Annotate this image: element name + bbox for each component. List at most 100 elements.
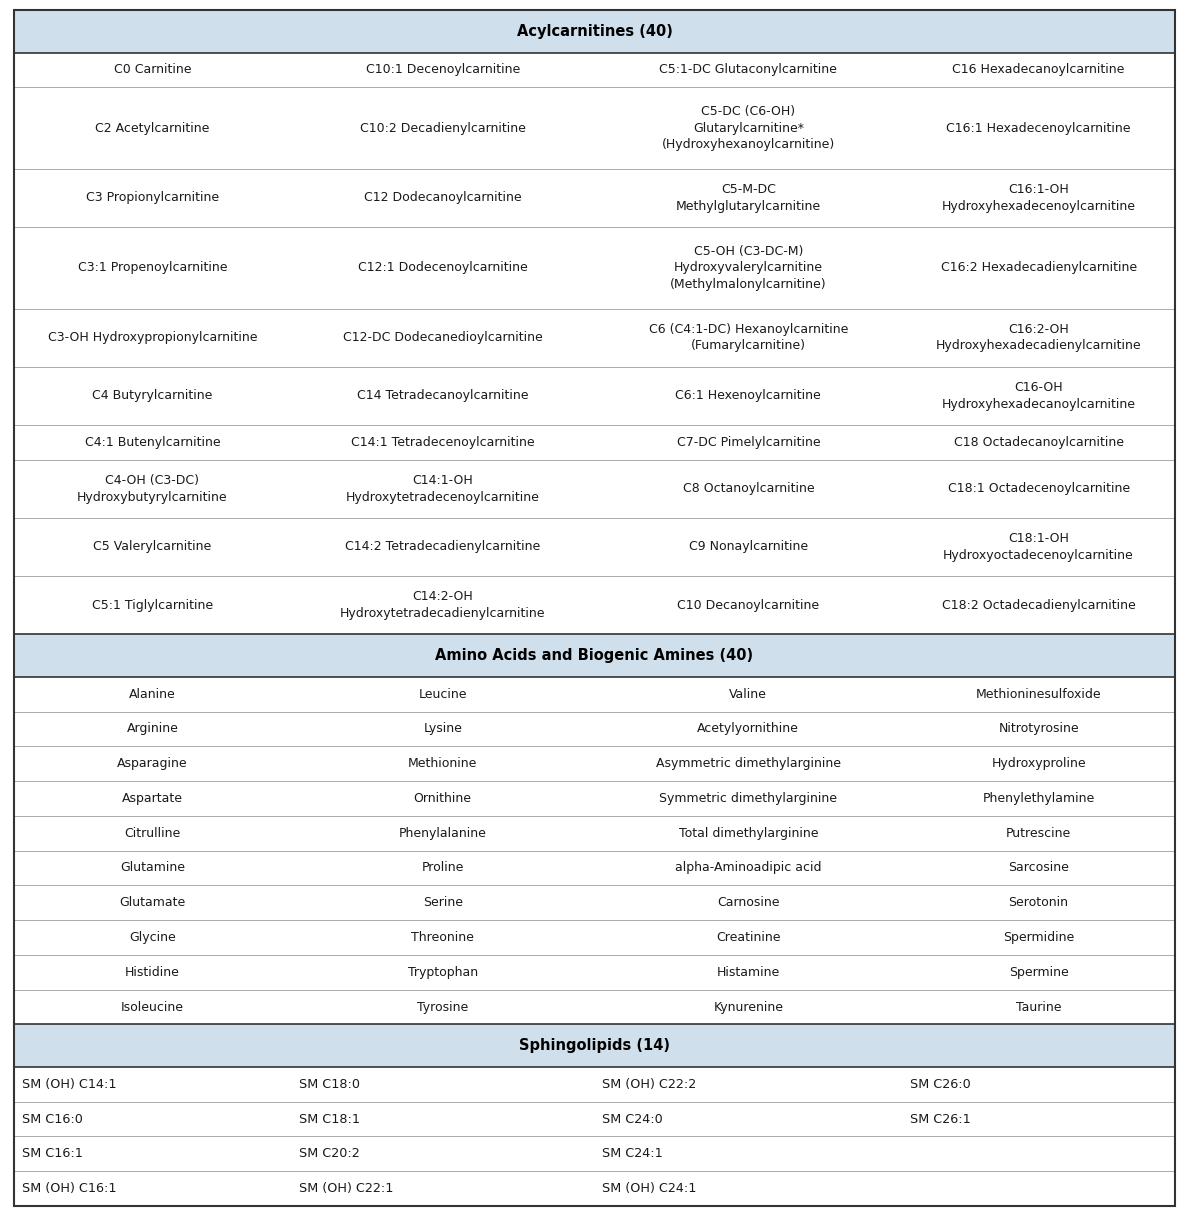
Text: SM C24:1: SM C24:1: [603, 1147, 663, 1161]
Text: C2 Acetylcarnitine: C2 Acetylcarnitine: [95, 121, 209, 135]
Text: Acetylyornithine: Acetylyornithine: [698, 722, 799, 736]
Text: C14:1-OH
Hydroxytetradecenoylcarnitine: C14:1-OH Hydroxytetradecenoylcarnitine: [346, 475, 540, 504]
Text: Spermine: Spermine: [1008, 966, 1069, 978]
Text: Sphingolipids (14): Sphingolipids (14): [520, 1038, 669, 1054]
Text: Histidine: Histidine: [125, 966, 180, 978]
Text: C8 Octanoylcarnitine: C8 Octanoylcarnitine: [682, 482, 814, 495]
Text: C5-DC (C6-OH)
Glutarylcarnitine*
(Hydroxyhexanoylcarnitine): C5-DC (C6-OH) Glutarylcarnitine* (Hydrox…: [662, 106, 835, 151]
Text: Acylcarnitines (40): Acylcarnitines (40): [516, 24, 673, 39]
Text: Phenylethylamine: Phenylethylamine: [982, 792, 1095, 805]
Text: C10:1 Decenoylcarnitine: C10:1 Decenoylcarnitine: [365, 63, 520, 76]
Text: C4 Butyrylcarnitine: C4 Butyrylcarnitine: [93, 390, 213, 402]
Text: Ornithine: Ornithine: [414, 792, 472, 805]
Text: C7-DC Pimelylcarnitine: C7-DC Pimelylcarnitine: [677, 436, 820, 449]
Text: C16:2 Hexadecadienylcarnitine: C16:2 Hexadecadienylcarnitine: [940, 261, 1137, 274]
Text: Hydroxyproline: Hydroxyproline: [992, 758, 1086, 770]
Text: Sarcosine: Sarcosine: [1008, 862, 1069, 874]
Text: C16-OH
Hydroxyhexadecanoylcarnitine: C16-OH Hydroxyhexadecanoylcarnitine: [942, 381, 1135, 410]
Text: C18:1 Octadecenoylcarnitine: C18:1 Octadecenoylcarnitine: [948, 482, 1130, 495]
Text: Methioninesulfoxide: Methioninesulfoxide: [976, 687, 1101, 700]
Text: C0 Carnitine: C0 Carnitine: [114, 63, 191, 76]
Text: SM C24:0: SM C24:0: [603, 1112, 663, 1125]
Text: SM (OH) C14:1: SM (OH) C14:1: [23, 1078, 117, 1091]
Text: alpha-Aminoadipic acid: alpha-Aminoadipic acid: [675, 862, 822, 874]
Text: C3 Propionylcarnitine: C3 Propionylcarnitine: [86, 192, 219, 204]
Text: Tryptophan: Tryptophan: [408, 966, 478, 978]
Bar: [14, 10, 1175, 52]
Text: Valine: Valine: [729, 687, 767, 700]
Text: SM (OH) C22:2: SM (OH) C22:2: [603, 1078, 697, 1091]
Text: C5-M-DC
Methylglutarylcarnitine: C5-M-DC Methylglutarylcarnitine: [675, 183, 820, 212]
Text: C5:1-DC Glutaconylcarnitine: C5:1-DC Glutaconylcarnitine: [660, 63, 837, 76]
Text: Symmetric dimethylarginine: Symmetric dimethylarginine: [660, 792, 837, 805]
Text: SM C18:0: SM C18:0: [298, 1078, 360, 1091]
Text: C5-OH (C3-DC-M)
Hydroxyvalerylcarnitine
(Methylmalonylcarnitine): C5-OH (C3-DC-M) Hydroxyvalerylcarnitine …: [671, 245, 826, 291]
Text: SM C26:0: SM C26:0: [910, 1078, 971, 1091]
Text: Tyrosine: Tyrosine: [417, 1000, 468, 1014]
Text: C12 Dodecanoylcarnitine: C12 Dodecanoylcarnitine: [364, 192, 522, 204]
Text: SM (OH) C16:1: SM (OH) C16:1: [23, 1182, 117, 1195]
Text: C16 Hexadecanoylcarnitine: C16 Hexadecanoylcarnitine: [952, 63, 1125, 76]
Text: C14:1 Tetradecenoylcarnitine: C14:1 Tetradecenoylcarnitine: [351, 436, 535, 449]
Bar: [14, 1025, 1175, 1067]
Text: C12:1 Dodecenoylcarnitine: C12:1 Dodecenoylcarnitine: [358, 261, 528, 274]
Text: Total dimethylarginine: Total dimethylarginine: [679, 827, 818, 840]
Text: Leucine: Leucine: [419, 687, 467, 700]
Text: Threonine: Threonine: [411, 931, 474, 944]
Text: C6 (C4:1-DC) Hexanoylcarnitine
(Fumarylcarnitine): C6 (C4:1-DC) Hexanoylcarnitine (Fumarylc…: [649, 323, 848, 352]
Text: C18:2 Octadecadienylcarnitine: C18:2 Octadecadienylcarnitine: [942, 599, 1135, 612]
Text: C5 Valerylcarnitine: C5 Valerylcarnitine: [93, 540, 212, 554]
Text: Lysine: Lysine: [423, 722, 463, 736]
Text: C5:1 Tiglylcarnitine: C5:1 Tiglylcarnitine: [92, 599, 213, 612]
Text: C18 Octadecanoylcarnitine: C18 Octadecanoylcarnitine: [954, 436, 1124, 449]
Text: C14:2 Tetradecadienylcarnitine: C14:2 Tetradecadienylcarnitine: [345, 540, 540, 554]
Text: C16:1-OH
Hydroxyhexadecenoylcarnitine: C16:1-OH Hydroxyhexadecenoylcarnitine: [942, 183, 1135, 212]
Text: Amino Acids and Biogenic Amines (40): Amino Acids and Biogenic Amines (40): [435, 648, 754, 663]
Text: Citrulline: Citrulline: [125, 827, 181, 840]
Text: Arginine: Arginine: [126, 722, 178, 736]
Text: Nitrotyrosine: Nitrotyrosine: [999, 722, 1078, 736]
Text: C16:1 Hexadecenoylcarnitine: C16:1 Hexadecenoylcarnitine: [946, 121, 1131, 135]
Text: C4-OH (C3-DC)
Hydroxybutyrylcarnitine: C4-OH (C3-DC) Hydroxybutyrylcarnitine: [77, 475, 228, 504]
Text: Glutamine: Glutamine: [120, 862, 185, 874]
Text: Asymmetric dimethylarginine: Asymmetric dimethylarginine: [656, 758, 841, 770]
Text: Serotonin: Serotonin: [1008, 896, 1069, 909]
Text: SM (OH) C24:1: SM (OH) C24:1: [603, 1182, 697, 1195]
Text: Aspartate: Aspartate: [122, 792, 183, 805]
Text: Glycine: Glycine: [130, 931, 176, 944]
Text: SM C20:2: SM C20:2: [298, 1147, 359, 1161]
Text: C3:1 Propenoylcarnitine: C3:1 Propenoylcarnitine: [77, 261, 227, 274]
Bar: [14, 634, 1175, 677]
Text: C10 Decanoylcarnitine: C10 Decanoylcarnitine: [678, 599, 819, 612]
Text: SM (OH) C22:1: SM (OH) C22:1: [298, 1182, 394, 1195]
Text: C3-OH Hydroxypropionylcarnitine: C3-OH Hydroxypropionylcarnitine: [48, 331, 257, 345]
Text: Kynurenine: Kynurenine: [713, 1000, 784, 1014]
Text: Phenylalanine: Phenylalanine: [398, 827, 486, 840]
Text: Spermidine: Spermidine: [1004, 931, 1074, 944]
Text: Taurine: Taurine: [1015, 1000, 1062, 1014]
Text: Proline: Proline: [422, 862, 464, 874]
Text: Methionine: Methionine: [408, 758, 478, 770]
Text: SM C26:1: SM C26:1: [910, 1112, 971, 1125]
Text: Asparagine: Asparagine: [118, 758, 188, 770]
Text: Glutamate: Glutamate: [119, 896, 185, 909]
Text: C6:1 Hexenoylcarnitine: C6:1 Hexenoylcarnitine: [675, 390, 822, 402]
Text: C16:2-OH
Hydroxyhexadecadienylcarnitine: C16:2-OH Hydroxyhexadecadienylcarnitine: [936, 323, 1141, 352]
Text: Creatinine: Creatinine: [716, 931, 781, 944]
Text: SM C16:0: SM C16:0: [23, 1112, 83, 1125]
Text: Histamine: Histamine: [717, 966, 780, 978]
Text: Alanine: Alanine: [130, 687, 176, 700]
Text: C10:2 Decadienylcarnitine: C10:2 Decadienylcarnitine: [360, 121, 526, 135]
Text: C9 Nonaylcarnitine: C9 Nonaylcarnitine: [688, 540, 807, 554]
Text: Putrescine: Putrescine: [1006, 827, 1071, 840]
Text: Serine: Serine: [423, 896, 463, 909]
Text: Isoleucine: Isoleucine: [121, 1000, 184, 1014]
Text: Carnosine: Carnosine: [717, 896, 780, 909]
Text: C12-DC Dodecanedioylcarnitine: C12-DC Dodecanedioylcarnitine: [342, 331, 542, 345]
Text: C14:2-OH
Hydroxytetradecadienylcarnitine: C14:2-OH Hydroxytetradecadienylcarnitine: [340, 590, 546, 620]
Text: C18:1-OH
Hydroxyoctadecenoylcarnitine: C18:1-OH Hydroxyoctadecenoylcarnitine: [943, 532, 1134, 562]
Text: C14 Tetradecanoylcarnitine: C14 Tetradecanoylcarnitine: [357, 390, 528, 402]
Text: SM C18:1: SM C18:1: [298, 1112, 360, 1125]
Text: C4:1 Butenylcarnitine: C4:1 Butenylcarnitine: [84, 436, 220, 449]
Text: SM C16:1: SM C16:1: [23, 1147, 83, 1161]
